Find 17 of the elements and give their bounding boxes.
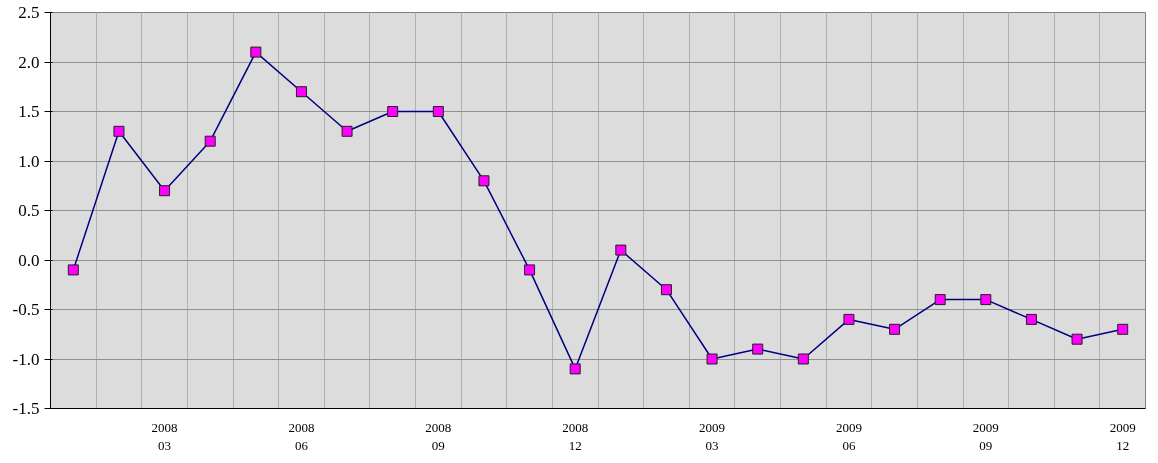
x-tick-label: 2009 03 — [699, 419, 726, 453]
x-tick-label: 2008 06 — [288, 419, 315, 453]
x-tick-label: 2009 12 — [1109, 419, 1136, 453]
x-tick-label: 2009 09 — [972, 419, 999, 453]
y-tick-label: 0.5 — [18, 201, 40, 220]
x-tick-label: 2008 12 — [562, 419, 589, 453]
y-tick-label: 1.5 — [18, 102, 40, 121]
x-tick-label: 2008 03 — [151, 419, 178, 453]
y-tick-label: 2.0 — [18, 52, 40, 72]
x-tick-label: 2009 06 — [835, 419, 862, 453]
y-tick-label: 0.0 — [18, 250, 40, 270]
y-tick-label: -1.5 — [12, 399, 40, 418]
y-tick-label: -1.0 — [12, 349, 40, 369]
y-tick-label: 2.5 — [18, 3, 40, 22]
y-tick-label: 1.0 — [18, 151, 40, 171]
x-tick-label: 2008 09 — [425, 419, 452, 453]
y-tick-label: -0.5 — [12, 300, 40, 319]
